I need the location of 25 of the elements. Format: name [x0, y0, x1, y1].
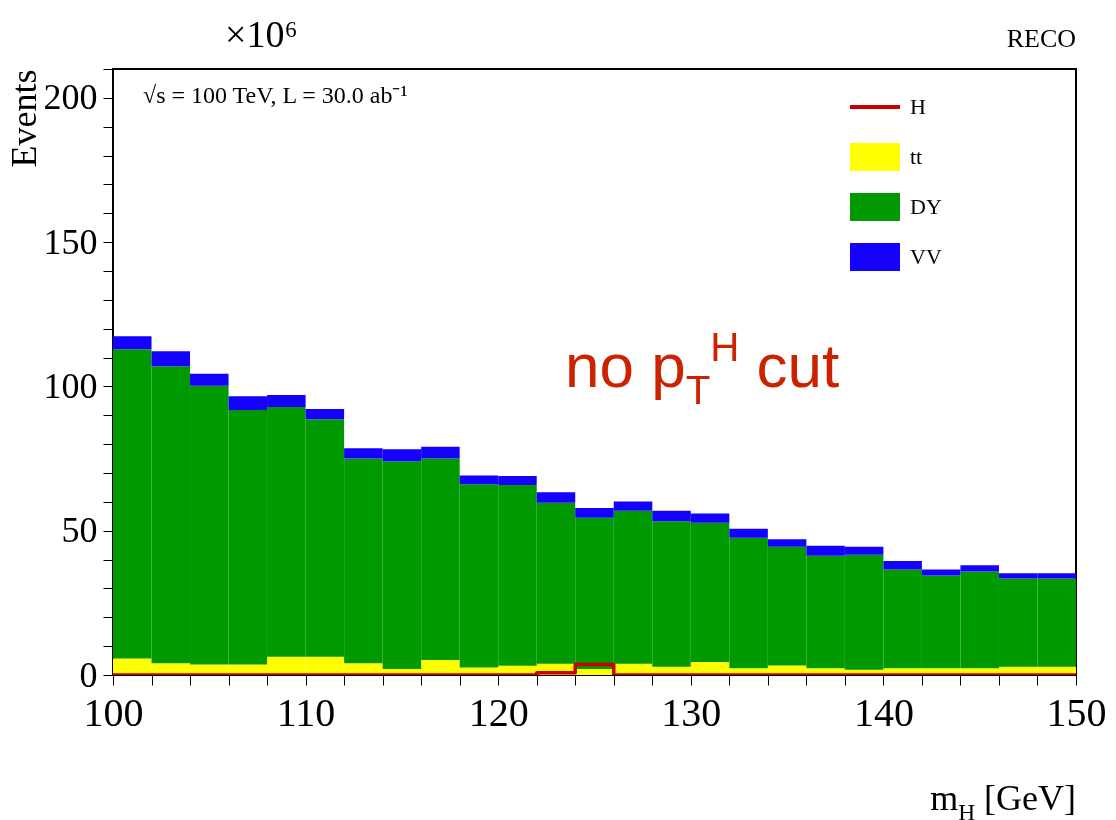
legend-label: DY: [910, 194, 942, 219]
x-tick-label: 130: [661, 689, 722, 735]
text: RECO: [1006, 24, 1076, 53]
x-tick-label: 150: [1046, 689, 1107, 735]
bar: [190, 373, 229, 386]
bar: [305, 408, 345, 420]
legend-label: tt: [910, 144, 923, 169]
bar: [536, 492, 576, 503]
bar: [729, 528, 768, 538]
legend-label: H: [910, 94, 926, 119]
bar: [883, 561, 922, 570]
bar: [151, 351, 191, 367]
y-tick-label: 200: [43, 77, 98, 118]
annotation: √s = 100 TeV, L = 30.0 ab⁻¹: [143, 82, 408, 108]
legend-label: VV: [910, 244, 942, 269]
y-axis-title: Events: [3, 69, 44, 168]
x-tick-label: 140: [853, 689, 914, 735]
x-tick-label: 110: [276, 689, 336, 735]
y-tick-label: 0: [79, 654, 98, 695]
text: ×10⁶: [225, 13, 298, 55]
bar: [113, 336, 152, 350]
x-tick-label: 120: [468, 689, 529, 735]
y-tick-label: 100: [43, 365, 98, 406]
y-tick-label: 50: [61, 510, 98, 551]
y-tick-label: 150: [43, 221, 98, 262]
